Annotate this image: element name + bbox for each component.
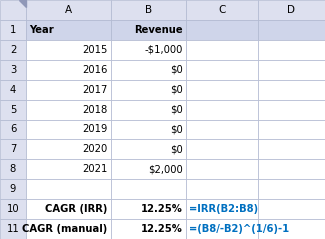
Bar: [111, 139, 186, 159]
Bar: [111, 100, 186, 120]
Text: $0: $0: [170, 144, 183, 154]
Text: 2019: 2019: [82, 125, 108, 135]
Text: 1: 1: [10, 25, 16, 35]
Bar: [186, 100, 258, 120]
Bar: [26, 40, 111, 60]
Bar: [111, 80, 186, 100]
Text: D: D: [288, 5, 295, 15]
Bar: [0, 219, 26, 239]
Text: 2018: 2018: [82, 104, 108, 114]
Bar: [258, 219, 325, 239]
Bar: [26, 179, 111, 199]
Bar: [186, 179, 258, 199]
Bar: [26, 80, 111, 100]
Bar: [186, 139, 258, 159]
Bar: [26, 20, 111, 40]
Bar: [111, 60, 186, 80]
Text: =(B8/-B2)^(1/6)-1: =(B8/-B2)^(1/6)-1: [189, 224, 290, 234]
Text: Year: Year: [30, 25, 54, 35]
Text: 12.25%: 12.25%: [141, 224, 183, 234]
Bar: [186, 60, 258, 80]
Bar: [186, 199, 258, 219]
Bar: [0, 139, 26, 159]
Bar: [26, 139, 111, 159]
Text: 9: 9: [10, 184, 16, 194]
Text: 2015: 2015: [82, 45, 108, 55]
Text: $0: $0: [170, 104, 183, 114]
Bar: [0, 60, 26, 80]
Text: 7: 7: [10, 144, 16, 154]
Text: 2020: 2020: [82, 144, 108, 154]
Bar: [186, 0, 258, 20]
Text: $0: $0: [170, 85, 183, 95]
Bar: [26, 199, 111, 219]
Text: $0: $0: [170, 125, 183, 135]
Bar: [26, 159, 111, 179]
Bar: [111, 120, 186, 139]
Bar: [258, 159, 325, 179]
Text: 5: 5: [10, 104, 16, 114]
Text: B: B: [145, 5, 152, 15]
Bar: [26, 0, 111, 20]
Text: 6: 6: [10, 125, 16, 135]
Bar: [111, 20, 186, 40]
Text: $2,000: $2,000: [148, 164, 183, 174]
Bar: [26, 60, 111, 80]
Bar: [111, 199, 186, 219]
Bar: [0, 199, 26, 219]
Bar: [258, 80, 325, 100]
Bar: [0, 0, 26, 20]
Bar: [186, 120, 258, 139]
Bar: [26, 120, 111, 139]
Bar: [0, 120, 26, 139]
Bar: [186, 159, 258, 179]
Bar: [0, 179, 26, 199]
Bar: [258, 40, 325, 60]
Text: C: C: [218, 5, 226, 15]
Text: =IRR(B2:B8): =IRR(B2:B8): [189, 204, 259, 214]
Bar: [0, 20, 26, 40]
Text: 4: 4: [10, 85, 16, 95]
Text: 11: 11: [6, 224, 20, 234]
Bar: [111, 159, 186, 179]
Bar: [111, 0, 186, 20]
Bar: [258, 199, 325, 219]
Bar: [186, 20, 258, 40]
Bar: [186, 219, 258, 239]
Bar: [0, 80, 26, 100]
Text: 2: 2: [10, 45, 16, 55]
Bar: [258, 20, 325, 40]
Bar: [26, 100, 111, 120]
Text: CAGR (IRR): CAGR (IRR): [45, 204, 108, 214]
Bar: [186, 40, 258, 60]
Text: 10: 10: [7, 204, 19, 214]
Text: $0: $0: [170, 65, 183, 75]
Text: 2021: 2021: [82, 164, 108, 174]
Text: 2017: 2017: [82, 85, 108, 95]
Text: 2016: 2016: [82, 65, 108, 75]
Polygon shape: [19, 0, 26, 7]
Bar: [258, 120, 325, 139]
Bar: [0, 159, 26, 179]
Bar: [258, 60, 325, 80]
Bar: [0, 40, 26, 60]
Text: 12.25%: 12.25%: [141, 204, 183, 214]
Bar: [111, 40, 186, 60]
Text: Revenue: Revenue: [134, 25, 183, 35]
Bar: [258, 100, 325, 120]
Bar: [258, 179, 325, 199]
Text: A: A: [65, 5, 72, 15]
Bar: [111, 179, 186, 199]
Bar: [258, 0, 325, 20]
Text: 8: 8: [10, 164, 16, 174]
Bar: [26, 219, 111, 239]
Bar: [0, 100, 26, 120]
Bar: [258, 139, 325, 159]
Bar: [111, 219, 186, 239]
Text: 3: 3: [10, 65, 16, 75]
Text: -$1,000: -$1,000: [144, 45, 183, 55]
Bar: [186, 80, 258, 100]
Text: CAGR (manual): CAGR (manual): [22, 224, 108, 234]
